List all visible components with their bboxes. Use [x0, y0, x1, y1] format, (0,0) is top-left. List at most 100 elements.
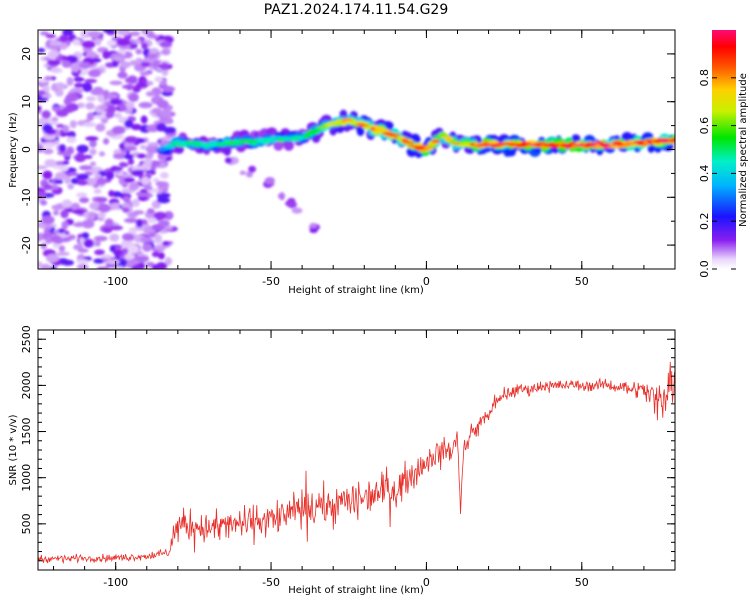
noise-blob — [84, 78, 98, 84]
noise-blob — [89, 148, 97, 156]
noise-blob — [96, 266, 109, 269]
streak-blob — [248, 165, 256, 173]
x-tick-label: -100 — [103, 576, 128, 589]
noise-blob — [51, 204, 65, 211]
noise-blob — [95, 123, 106, 132]
noise-blob — [127, 244, 139, 254]
noise-blob — [109, 80, 123, 86]
noise-blob — [104, 218, 114, 228]
noise-blob — [162, 193, 171, 198]
noise-blob — [113, 112, 122, 119]
noise-blob — [109, 233, 120, 242]
noise-blob — [82, 122, 97, 127]
noise-blob — [86, 51, 97, 59]
noise-blob — [52, 210, 60, 216]
noise-blob — [55, 82, 66, 90]
ridge-blob — [431, 139, 441, 144]
figure-title: PAZ1.2024.174.11.54.G29 — [264, 2, 449, 18]
noise-blob — [121, 248, 130, 254]
noise-blob — [164, 257, 173, 266]
noise-blob — [85, 102, 95, 110]
noise-blob — [61, 199, 73, 209]
noise-blob — [49, 49, 60, 58]
snr-series-line — [38, 361, 675, 565]
noise-blob — [60, 209, 69, 219]
noise-blob — [147, 208, 155, 214]
noise-blob — [123, 177, 135, 183]
noise-blob — [151, 107, 162, 115]
noise-blob — [124, 119, 134, 129]
noise-blob — [61, 107, 75, 114]
noise-blob — [38, 105, 42, 112]
spectrogram-x-axis-label: Height of straight line (km) — [288, 285, 424, 296]
ridge-blob — [378, 129, 391, 133]
colorbar-ticks: 0.0 0.2 0.4 0.6 0.8 — [698, 69, 736, 278]
noise-blob — [42, 170, 53, 180]
noise-blob — [74, 82, 84, 88]
noise-blob — [149, 47, 160, 55]
noise-blob — [159, 109, 172, 118]
noise-blob — [78, 62, 91, 69]
y-tick-label: 2000 — [20, 371, 33, 399]
noise-blob — [162, 85, 175, 93]
noise-blob — [144, 185, 153, 191]
snr-panel: -100 -50 0 50 500 1000 1500 2000 2500 Height of… — [8, 325, 676, 596]
noise-blob — [133, 39, 142, 44]
snr-x-axis-label: Height of straight line (km) — [288, 585, 424, 596]
noise-blob — [66, 77, 74, 86]
noise-blob — [124, 136, 138, 144]
noise-blob — [139, 237, 152, 242]
noise-blob — [113, 56, 123, 62]
noise-blob — [109, 245, 116, 253]
noise-blob — [163, 211, 174, 220]
noise-blob — [76, 144, 89, 153]
noise-blob — [154, 233, 162, 242]
colorbar-tick-label: 0.6 — [698, 117, 711, 135]
noise-blob — [38, 48, 46, 53]
noise-blob — [88, 69, 101, 78]
ridge-blob — [402, 141, 415, 145]
noise-blob — [51, 116, 59, 122]
noise-blob — [138, 101, 153, 109]
noise-blob — [164, 225, 173, 231]
noise-blob — [76, 173, 89, 181]
noise-blob — [54, 172, 67, 180]
noise-blob — [108, 190, 115, 197]
noise-blob — [66, 136, 77, 144]
noise-blob — [106, 259, 120, 265]
noise-blob — [80, 30, 91, 39]
noise-blob — [73, 76, 85, 82]
noise-blob — [79, 165, 93, 171]
noise-blob — [96, 177, 107, 186]
noise-blob — [131, 198, 140, 207]
noise-blob — [56, 251, 70, 256]
noise-blob — [102, 227, 112, 233]
noise-blob — [81, 219, 95, 229]
noise-blob — [86, 96, 96, 102]
noise-blob — [51, 234, 61, 242]
noise-blob — [69, 120, 77, 129]
noise-blob — [45, 236, 53, 244]
noise-blob — [72, 222, 84, 227]
streak-blob — [291, 207, 303, 214]
noise-blob — [127, 75, 138, 84]
noise-blob — [98, 203, 111, 213]
colorbar-tick-label: 0.0 — [698, 260, 711, 278]
noise-blob — [85, 136, 99, 141]
snr-x-ticks: -100 -50 0 50 — [53, 330, 676, 589]
spectrogram-y-ticks: -20 -10 0 10 20 — [20, 29, 675, 270]
x-tick-label: 50 — [575, 576, 589, 589]
ridge-blob — [164, 145, 175, 150]
ridge-blob — [671, 137, 675, 141]
noise-blob — [117, 71, 128, 79]
noise-blob — [124, 218, 138, 223]
snr-y-ticks: 500 1000 1500 2000 2500 — [20, 325, 675, 562]
noise-blob — [94, 249, 105, 256]
noise-blob — [87, 30, 102, 38]
noise-blob — [139, 71, 151, 76]
x-tick-label: -50 — [262, 576, 280, 589]
noise-blob — [123, 153, 134, 160]
noise-blob — [38, 144, 44, 153]
